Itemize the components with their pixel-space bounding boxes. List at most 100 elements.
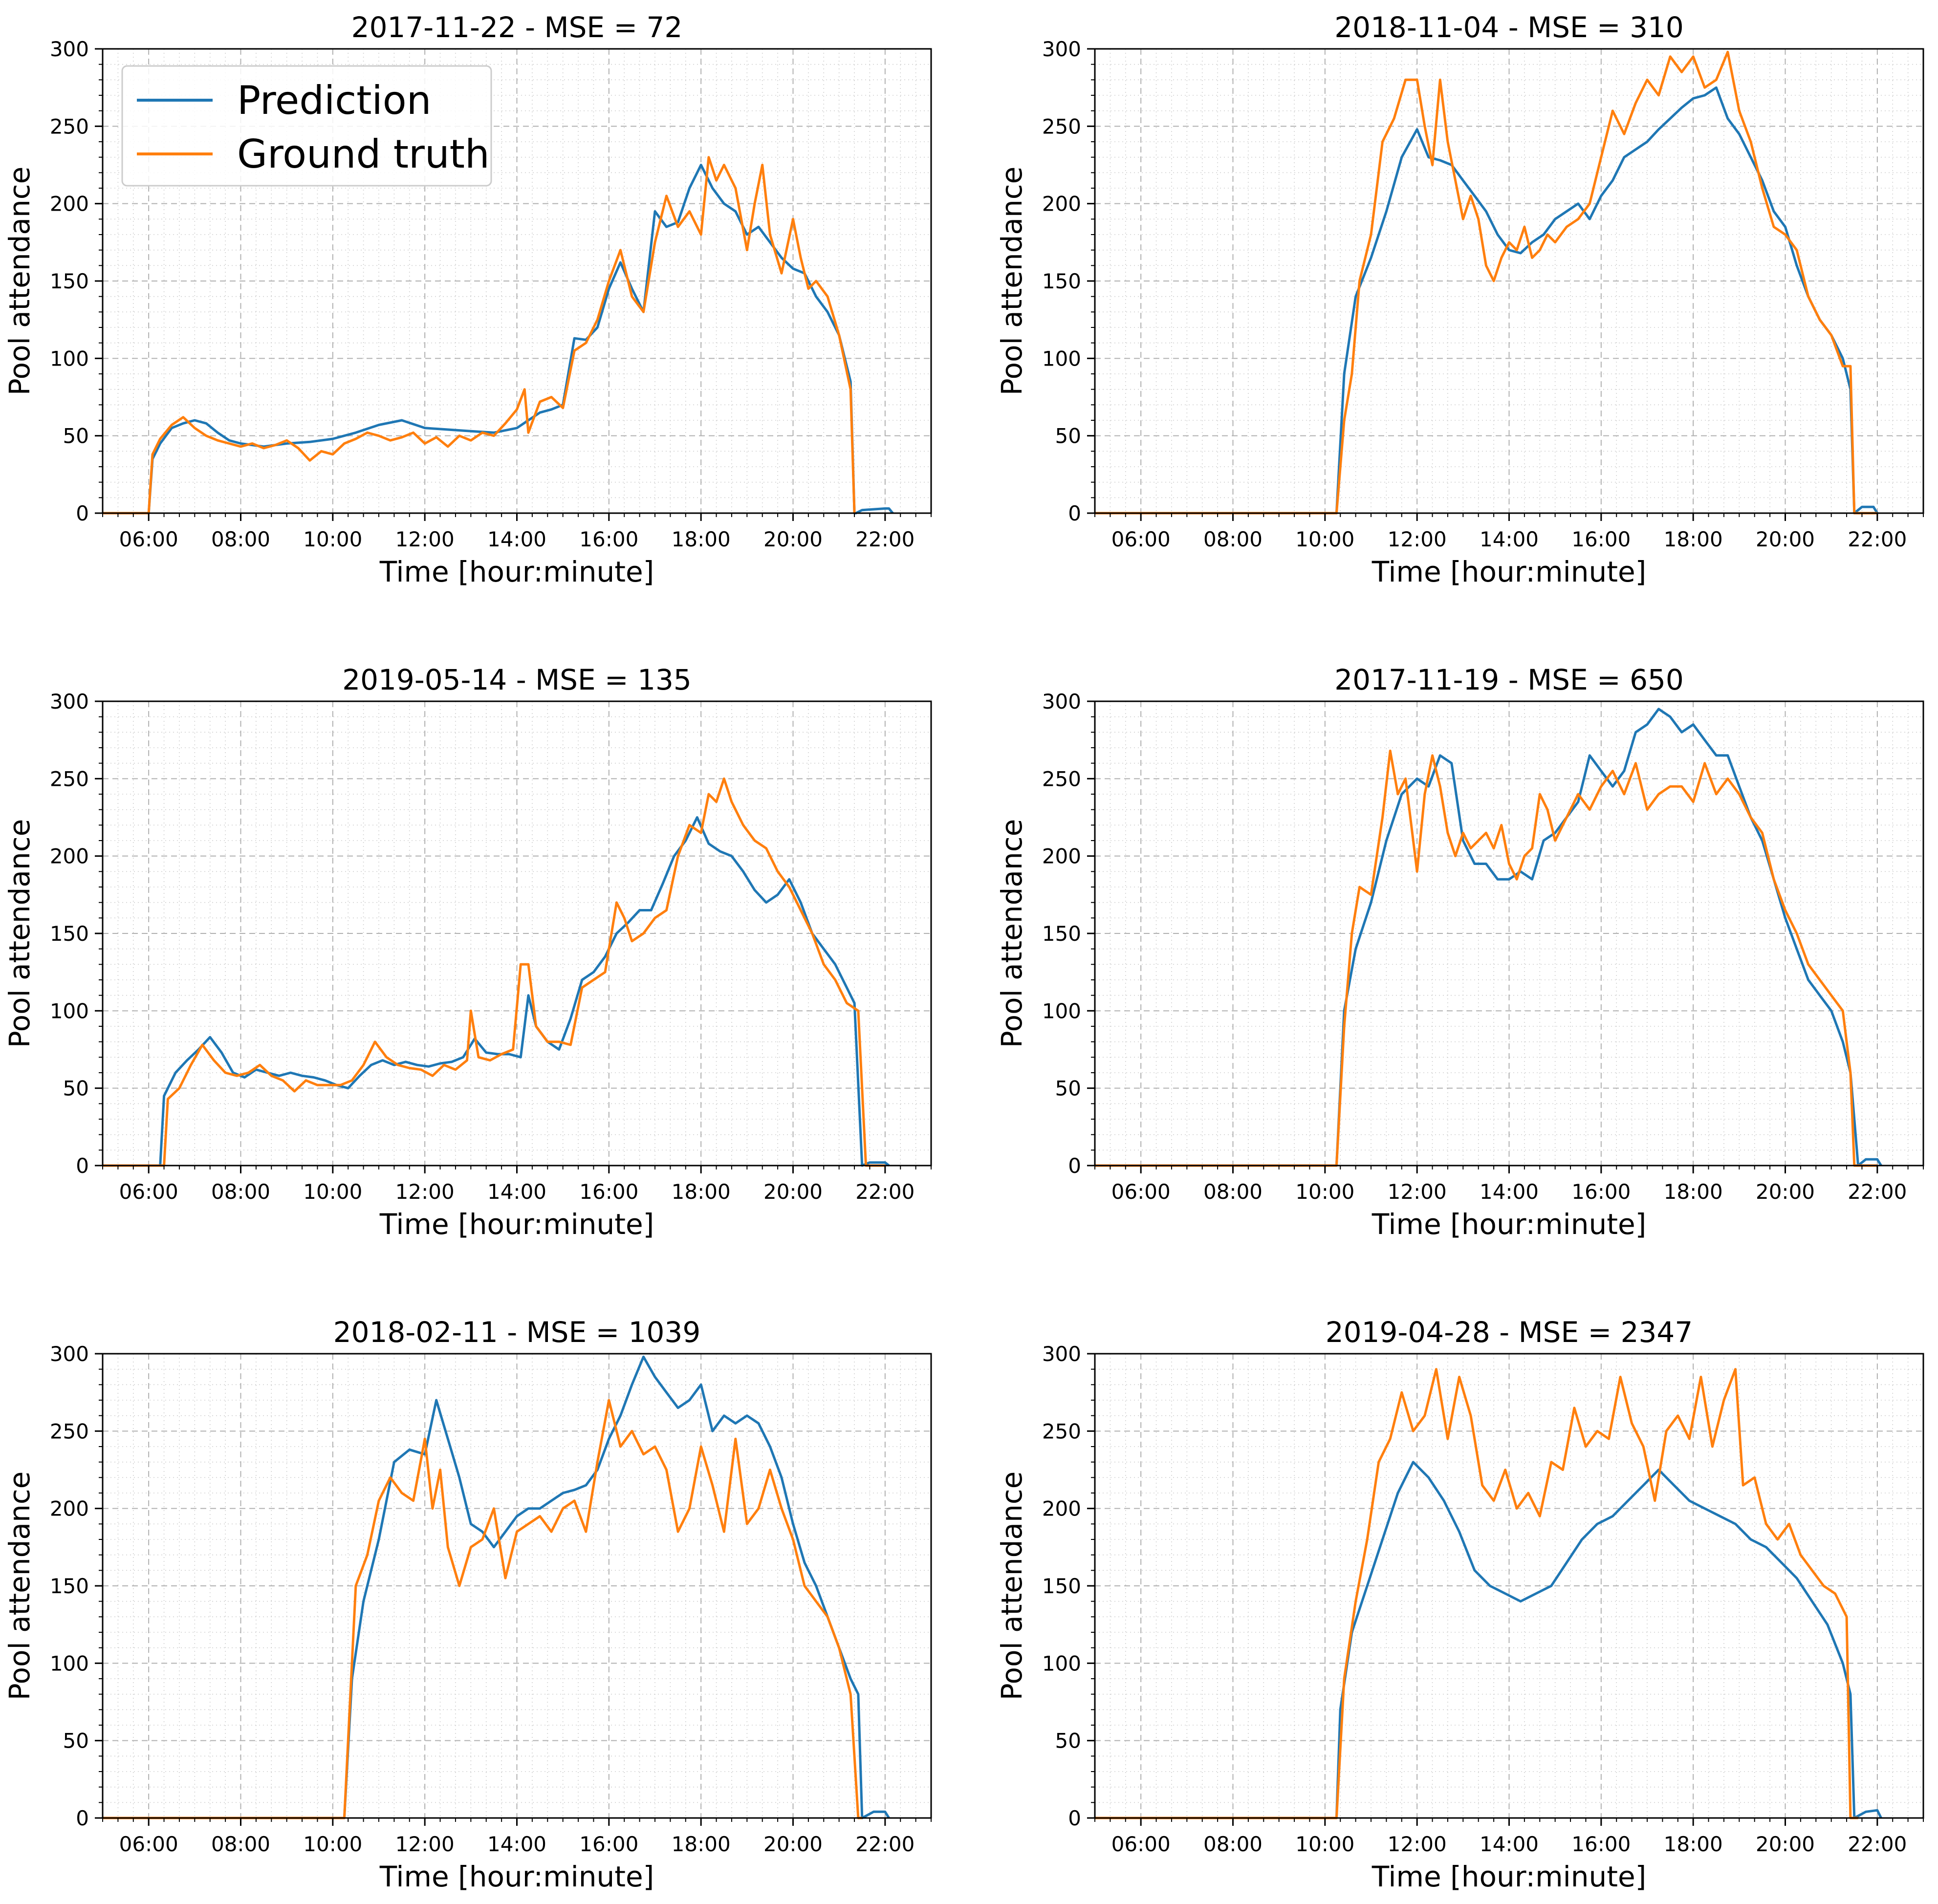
y-tick-label: 300 [1042, 1342, 1081, 1366]
y-axis-label: Pool attendance [3, 1471, 36, 1701]
chart-title: 2018-02-11 - MSE = 1039 [333, 1316, 700, 1349]
chart-panel-6: 06:00 08:00 10:00 12:00 14:00 16:00 18:00 20:00… [995, 1316, 1924, 1893]
chart-panel-2: 06:00 08:00 10:00 12:00 14:00 16:00 18:00 20:00… [995, 11, 1924, 588]
ground-truth-line [1095, 50, 1877, 515]
y-tick-label: 50 [63, 1077, 89, 1101]
y-tick-label: 50 [1055, 424, 1081, 448]
y-tick-label: 50 [63, 1729, 89, 1753]
x-tick-label: 12:00 [1388, 1180, 1447, 1204]
x-tick-label: 06:00 [1111, 1832, 1171, 1856]
x-tick-label: 18:00 [1664, 527, 1723, 551]
y-tick-label: 150 [50, 1574, 89, 1598]
y-tick-label: 100 [1042, 999, 1081, 1023]
y-tick-label: 50 [1055, 1077, 1081, 1101]
ground-truth-line [1095, 1368, 1858, 1819]
legend-box [121, 65, 492, 187]
y-tick-label: 200 [50, 1497, 89, 1521]
x-tick-label: 20:00 [1756, 1832, 1815, 1856]
y-tick-label: 100 [50, 346, 89, 370]
x-tick-label: 14:00 [1480, 1180, 1539, 1204]
legend-label-prediction: Prediction [237, 78, 431, 123]
x-tick-label: 18:00 [1664, 1180, 1723, 1204]
x-tick-label: 10:00 [303, 527, 362, 551]
x-tick-label: 18:00 [672, 1180, 731, 1204]
y-tick-label: 150 [50, 922, 89, 946]
x-tick-label: 08:00 [211, 1832, 270, 1856]
x-tick-label: 20:00 [1756, 1180, 1815, 1204]
x-tick-label: 14:00 [487, 527, 546, 551]
x-tick-label: 14:00 [487, 1832, 546, 1856]
x-tick-label: 20:00 [763, 1180, 823, 1204]
x-tick-label: 16:00 [1571, 1832, 1631, 1856]
x-tick-label: 10:00 [1295, 1832, 1354, 1856]
y-tick-label: 250 [1042, 767, 1081, 791]
y-axis-label: Pool attendance [995, 1471, 1028, 1701]
legend: Prediction Ground truth [121, 65, 492, 187]
y-tick-label: 300 [1042, 690, 1081, 714]
y-tick-label: 300 [50, 37, 89, 61]
prediction-line [1095, 1461, 1882, 1819]
x-tick-label: 12:00 [395, 1832, 455, 1856]
x-tick-label: 22:00 [1848, 1180, 1907, 1204]
prediction-line [103, 816, 890, 1167]
x-tick-label: 16:00 [1571, 527, 1631, 551]
y-tick-label: 200 [50, 844, 89, 868]
y-tick-label: 300 [50, 1342, 89, 1366]
ground-truth-line [103, 777, 885, 1167]
y-tick-label: 250 [1042, 114, 1081, 138]
legend-label-ground-truth: Ground truth [237, 131, 490, 177]
ground-truth-line [103, 1399, 862, 1819]
x-tick-label: 10:00 [1295, 527, 1354, 551]
x-tick-label: 14:00 [487, 1180, 546, 1204]
x-axis-label: Time [hour:minute] [1372, 555, 1647, 588]
chart-title: 2019-05-14 - MSE = 135 [342, 663, 692, 696]
y-tick-label: 100 [1042, 346, 1081, 370]
y-tick-label: 250 [1042, 1419, 1081, 1443]
x-tick-label: 14:00 [1480, 527, 1539, 551]
x-tick-label: 06:00 [119, 1180, 178, 1204]
x-axis-label: Time [hour:minute] [379, 1208, 654, 1241]
y-tick-label: 100 [50, 999, 89, 1023]
x-tick-label: 10:00 [303, 1180, 362, 1204]
x-tick-label: 22:00 [855, 1180, 915, 1204]
chart-panel-3: 06:00 08:00 10:00 12:00 14:00 16:00 18:00 20:00… [3, 663, 932, 1241]
y-tick-label: 150 [50, 269, 89, 293]
x-axis-label: Time [hour:minute] [379, 1860, 654, 1893]
x-tick-label: 12:00 [1388, 1832, 1447, 1856]
ground-truth-line [103, 156, 856, 515]
x-tick-label: 22:00 [855, 1832, 915, 1856]
y-tick-label: 150 [1042, 922, 1081, 946]
x-tick-label: 18:00 [672, 527, 731, 551]
x-tick-label: 16:00 [579, 1832, 638, 1856]
y-tick-label: 200 [1042, 1497, 1081, 1521]
y-tick-label: 0 [1068, 501, 1081, 525]
y-tick-label: 150 [1042, 269, 1081, 293]
x-tick-label: 18:00 [1664, 1832, 1723, 1856]
x-tick-label: 16:00 [1571, 1180, 1631, 1204]
prediction-line [1095, 86, 1878, 515]
y-axis-label: Pool attendance [3, 819, 36, 1048]
x-tick-label: 16:00 [579, 527, 638, 551]
x-tick-label: 22:00 [855, 527, 915, 551]
y-tick-label: 0 [1068, 1806, 1081, 1830]
chart-panel-1: 06:00 08:00 10:00 12:00 14:00 16:00 18:00 20:00… [3, 11, 932, 588]
y-tick-label: 150 [1042, 1574, 1081, 1598]
prediction-line [103, 164, 894, 515]
prediction-line [103, 1355, 890, 1819]
x-tick-label: 12:00 [1388, 527, 1447, 551]
x-tick-label: 20:00 [763, 1832, 823, 1856]
ground-truth-line [1095, 749, 1877, 1167]
x-tick-label: 20:00 [763, 527, 823, 551]
x-tick-label: 18:00 [672, 1832, 731, 1856]
x-axis-label: Time [hour:minute] [1372, 1208, 1647, 1241]
y-tick-label: 50 [63, 424, 89, 448]
x-tick-label: 12:00 [395, 527, 455, 551]
x-tick-label: 10:00 [1295, 1180, 1354, 1204]
chart-panel-4: 06:00 08:00 10:00 12:00 14:00 16:00 18:00 20:00… [995, 663, 1924, 1241]
y-tick-label: 0 [76, 501, 89, 525]
y-tick-label: 300 [50, 690, 89, 714]
prediction-line [1095, 708, 1882, 1167]
y-tick-label: 200 [50, 192, 89, 216]
y-tick-label: 0 [76, 1806, 89, 1830]
